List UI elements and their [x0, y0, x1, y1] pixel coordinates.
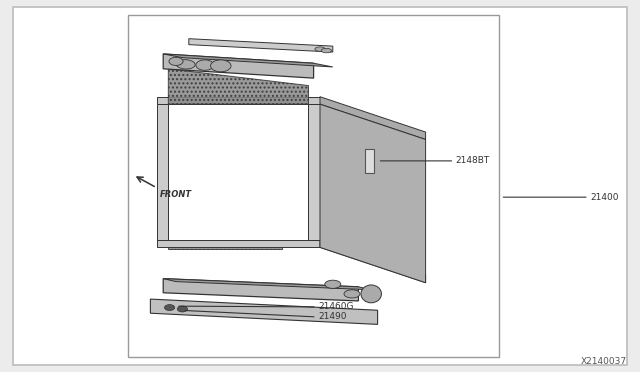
Text: FRONT: FRONT: [160, 190, 192, 199]
Polygon shape: [168, 104, 308, 240]
Ellipse shape: [315, 47, 325, 51]
Polygon shape: [320, 240, 426, 283]
Text: 21460G: 21460G: [318, 302, 353, 311]
Polygon shape: [320, 104, 426, 283]
Ellipse shape: [321, 48, 332, 53]
Polygon shape: [168, 247, 282, 249]
Ellipse shape: [211, 60, 231, 72]
Bar: [128, 15, 499, 357]
Circle shape: [177, 306, 188, 312]
Circle shape: [164, 305, 175, 311]
Text: 2148BT: 2148BT: [456, 156, 490, 166]
Polygon shape: [150, 299, 378, 324]
Polygon shape: [365, 149, 374, 173]
Polygon shape: [163, 54, 333, 67]
Polygon shape: [308, 104, 320, 240]
Polygon shape: [163, 279, 358, 301]
Polygon shape: [157, 240, 320, 247]
Text: 21400: 21400: [590, 193, 619, 202]
Ellipse shape: [361, 285, 381, 303]
Ellipse shape: [169, 57, 183, 65]
Ellipse shape: [344, 290, 360, 298]
Polygon shape: [189, 39, 333, 52]
Ellipse shape: [176, 60, 195, 69]
Polygon shape: [168, 69, 308, 104]
Ellipse shape: [325, 280, 341, 288]
Ellipse shape: [196, 60, 214, 70]
Polygon shape: [157, 104, 168, 240]
Text: 21490: 21490: [318, 312, 347, 321]
Polygon shape: [308, 104, 414, 275]
Polygon shape: [163, 54, 314, 78]
Polygon shape: [320, 97, 426, 140]
Polygon shape: [157, 97, 320, 104]
Polygon shape: [163, 279, 371, 290]
Text: X2140037: X2140037: [581, 357, 627, 366]
